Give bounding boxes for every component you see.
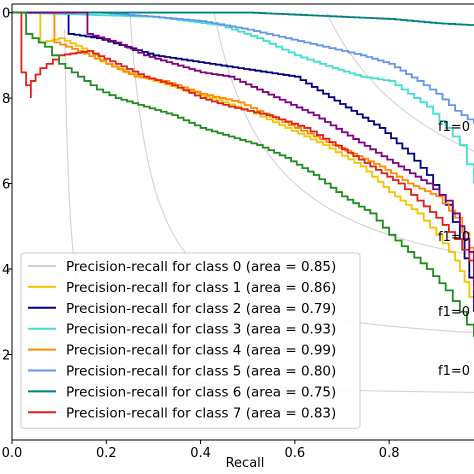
- legend-entry: Precision-recall for class 2 (area = 0.7…: [66, 301, 336, 317]
- series-line: [12, 11, 474, 312]
- iso-f1-curve: [213, 13, 474, 256]
- axes: 0.0 0.2 0.4 0.6 0.8 2 4 6 8 0: [2, 3, 474, 461]
- legend-box: [20, 252, 361, 429]
- legend-entry: Precision-recall for class 0 (area = 0.8…: [66, 259, 336, 275]
- legend-entry: Precision-recall for class 6 (area = 0.7…: [66, 384, 336, 400]
- series-line: [12, 11, 474, 124]
- y-tick-label: 0: [2, 7, 10, 22]
- series-layer: [12, 11, 474, 338]
- series-line: [12, 11, 474, 338]
- x-axis-label: Recall: [226, 456, 265, 471]
- legend-entry: Precision-recall for class 1 (area = 0.8…: [66, 280, 336, 296]
- series-line: [12, 11, 474, 291]
- legend: Precision-recall for class 0 (area = 0.8…: [20, 252, 361, 429]
- series-line: [12, 11, 474, 278]
- iso-f1-labels: f1=0 f1=0 f1=0 f1=0: [438, 120, 470, 379]
- x-tick-label: 0.4: [190, 446, 211, 461]
- iso-f1-label: f1=0: [438, 364, 470, 379]
- y-tick-label: 2: [2, 349, 10, 364]
- legend-entry: Precision-recall for class 5 (area = 0.8…: [66, 364, 336, 380]
- iso-f1-curve: [326, 12, 474, 152]
- x-tick-label: 0.8: [379, 446, 400, 461]
- iso-f1-label: f1=0: [438, 305, 470, 320]
- series-line: [12, 11, 474, 184]
- x-tick-label: 0.6: [285, 446, 306, 461]
- y-tick-label: 4: [2, 263, 10, 278]
- x-tick-label: 0.0: [2, 446, 23, 461]
- series-line: [12, 11, 474, 26]
- legend-entry: Precision-recall for class 7 (area = 0.8…: [66, 405, 336, 421]
- y-tick-label: 8: [2, 92, 10, 107]
- iso-f1-label: f1=0: [438, 120, 470, 135]
- legend-entry: Precision-recall for class 3 (area = 0.9…: [66, 322, 336, 338]
- x-tick-label: 0.2: [96, 446, 117, 461]
- series-line: [12, 11, 474, 287]
- y-tick-label: 6: [2, 178, 10, 193]
- legend-entry: Precision-recall for class 4 (area = 0.9…: [66, 343, 336, 359]
- iso-f1-label: f1=0: [438, 230, 470, 245]
